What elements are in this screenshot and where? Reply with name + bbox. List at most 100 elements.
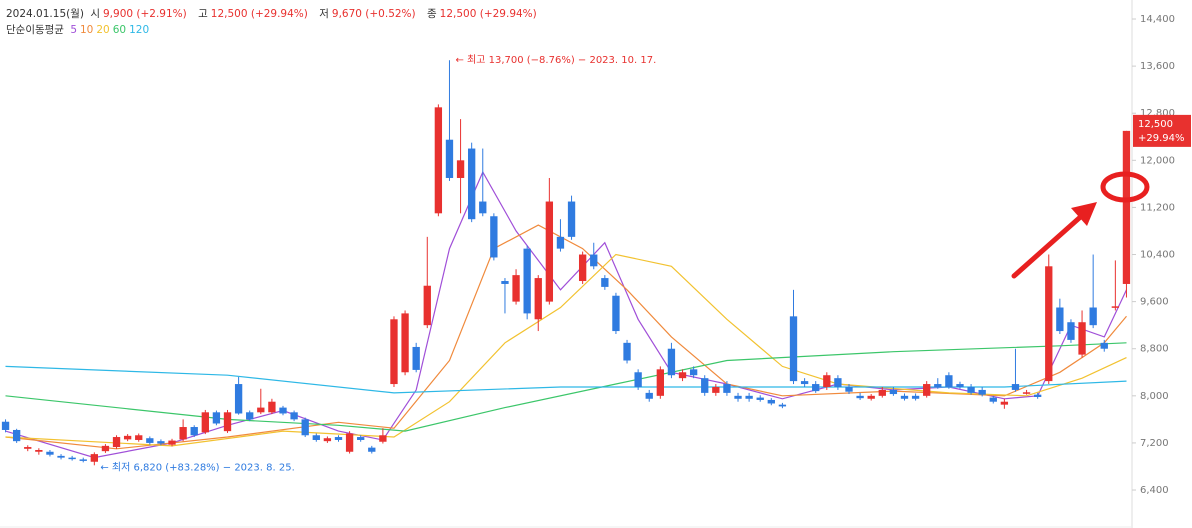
- candle-body: [834, 378, 842, 387]
- candle-body: [856, 395, 864, 399]
- candle-body: [257, 407, 265, 413]
- candle-body: [79, 459, 87, 461]
- candle-body: [290, 412, 298, 420]
- candle-body: [490, 216, 498, 258]
- candle-body: [1, 421, 10, 430]
- highlight-circle: [1100, 171, 1150, 203]
- candle-body: [900, 395, 909, 399]
- candle-body: [689, 369, 698, 376]
- price-tag: [1133, 114, 1191, 147]
- candle-body: [323, 438, 332, 442]
- candle-body: [845, 386, 853, 392]
- ma-line: [5, 342, 1127, 432]
- info-label: 저: [319, 8, 329, 20]
- candle-body: [590, 254, 598, 267]
- candle-body: [90, 454, 98, 462]
- candle-body: [201, 412, 209, 433]
- candle-body: [745, 395, 753, 399]
- candle-body: [401, 313, 409, 373]
- ma-legend: 단순이동평균 5 10 20 60 120: [6, 22, 545, 38]
- info-value: 12,500 (+29.94%): [210, 8, 308, 20]
- candle-body: [878, 389, 886, 396]
- candle-body: [756, 397, 764, 400]
- candle-body: [501, 281, 509, 284]
- candle-body: [601, 278, 609, 287]
- candle-body: [212, 412, 221, 424]
- y-tick-label: 12,800: [1140, 108, 1175, 119]
- candle-body: [468, 148, 476, 220]
- candle-body: [545, 201, 554, 302]
- candle-body: [279, 407, 287, 414]
- y-tick-label: 8,000: [1140, 391, 1169, 402]
- candle-body: [578, 254, 587, 282]
- candle-body: [301, 419, 309, 436]
- candle-body: [989, 397, 997, 402]
- candle-body: [123, 435, 132, 440]
- highlight-arrow: [1011, 209, 1089, 279]
- candle-body: [12, 429, 21, 442]
- candle-body: [334, 437, 343, 440]
- candle-body: [445, 139, 454, 178]
- candle-body: [1011, 384, 1020, 390]
- y-tick-label: 11,200: [1140, 202, 1175, 213]
- candle-body: [357, 437, 365, 440]
- candle-body: [345, 433, 354, 452]
- ma-line: [5, 253, 1127, 447]
- candle-body: [135, 435, 143, 440]
- info-row: 2024.01.15(월) 시 9,900 (+2.91%) 고 12,500 (+…: [6, 6, 545, 22]
- candle-body: [456, 160, 465, 178]
- candle-body: [667, 348, 676, 376]
- info-value: 9,900 (+2.91%): [103, 8, 187, 20]
- candle-body: [479, 201, 487, 214]
- candle-body: [1022, 392, 1031, 394]
- candle-body: [1078, 322, 1086, 355]
- ma-title: 단순이동평균: [6, 24, 64, 36]
- candle-body: [68, 457, 76, 460]
- candle-body: [157, 441, 165, 444]
- candle-body: [923, 384, 931, 396]
- candle-body: [312, 435, 320, 440]
- candle-body: [934, 384, 942, 387]
- candle-body: [1067, 322, 1075, 340]
- candle-body: [412, 346, 420, 370]
- candle-body: [434, 107, 443, 214]
- candle-body: [35, 449, 43, 452]
- candle-body: [823, 375, 831, 387]
- candle-body: [1034, 394, 1042, 398]
- candle-body: [734, 395, 742, 399]
- y-tick-label: 12,000: [1140, 155, 1175, 166]
- candle-body: [1122, 130, 1131, 284]
- candle-body: [789, 316, 798, 382]
- legend-entry: 10: [80, 24, 94, 36]
- candle-body: [234, 384, 243, 414]
- price-tag-value: 12,500: [1138, 119, 1173, 130]
- candle-body: [623, 342, 631, 361]
- y-tick-label: 14,400: [1140, 14, 1175, 25]
- y-tick-label: 9,600: [1140, 297, 1169, 308]
- candle-body: [567, 201, 576, 237]
- candle-body: [101, 445, 110, 452]
- legend-entry: 60: [112, 24, 127, 36]
- candle-body: [812, 384, 820, 392]
- candle-body: [1045, 266, 1053, 382]
- info-value: 9,670 (+0.52%): [331, 8, 416, 20]
- candle-body: [889, 389, 898, 395]
- candle-body: [390, 319, 398, 385]
- legend-entry: 5: [70, 24, 77, 36]
- candle-body: [112, 437, 121, 448]
- candle-body: [678, 372, 687, 379]
- candle-body: [778, 404, 787, 407]
- candle-body: [46, 451, 54, 455]
- candle-body: [612, 295, 620, 332]
- y-tick-label: 10,400: [1140, 250, 1175, 261]
- candle-body: [634, 372, 642, 387]
- candle-body: [945, 375, 953, 387]
- candle-body: [767, 399, 775, 404]
- max-annotation: ← 최고 13,700 (−8.76%) − 2023. 10. 17.: [455, 54, 656, 66]
- candle-body: [24, 447, 32, 449]
- candle-body: [1111, 306, 1120, 308]
- candle-body: [168, 440, 176, 445]
- candle-body: [712, 386, 720, 393]
